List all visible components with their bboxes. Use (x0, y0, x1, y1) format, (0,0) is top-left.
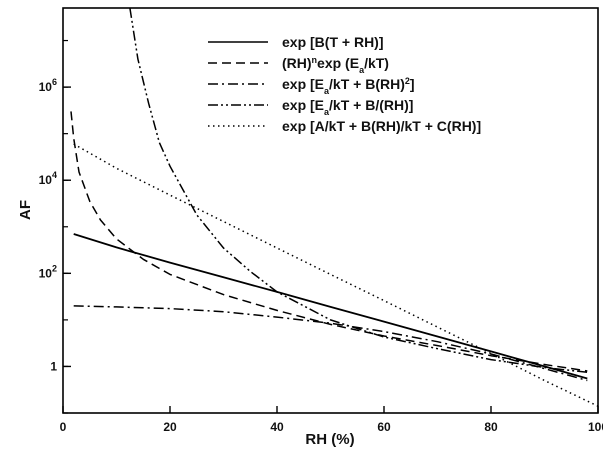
series-line-2 (70, 111, 588, 372)
series-line-3 (73, 305, 588, 382)
plot-frame (62, 7, 599, 414)
x-tick-label: 80 (484, 420, 498, 434)
legend-label-1: exp [B(T + RH)] (282, 34, 384, 50)
y-tick-label: 106 (39, 77, 57, 94)
legend-label-3: exp [Ea/kT + B(RH)2] (282, 76, 415, 96)
x-tick-label: 20 (163, 420, 177, 434)
x-tick-label: 100 (588, 420, 603, 434)
x-axis-title: RH (%) (305, 431, 354, 448)
x-tick-label: 40 (270, 420, 284, 434)
legend: exp [B(T + RH)](RH)nexp (Ea/kT)exp [Ea/k… (208, 34, 481, 134)
legend-label-4: exp [Ea/kT + B/(RH)] (282, 97, 413, 117)
y-axis-title: AF (17, 200, 34, 220)
y-tick-label: 1 (50, 359, 57, 373)
series-line-1 (73, 233, 588, 380)
y-tick-label: 104 (39, 170, 57, 187)
legend-label-2: (RH)nexp (Ea/kT) (282, 55, 389, 75)
x-tick-label: 0 (60, 420, 67, 434)
legend-label-5: exp [A/kT + B(RH)/kT + C(RH)] (282, 118, 481, 134)
series-line-4 (129, 8, 588, 374)
y-tick-label: 102 (39, 263, 57, 280)
axes: 0 20 40 60 80 100 1 102 104 106 (39, 7, 603, 434)
x-tick-label: 60 (377, 420, 391, 434)
series-layer (70, 8, 598, 407)
series-line-5 (73, 143, 598, 407)
